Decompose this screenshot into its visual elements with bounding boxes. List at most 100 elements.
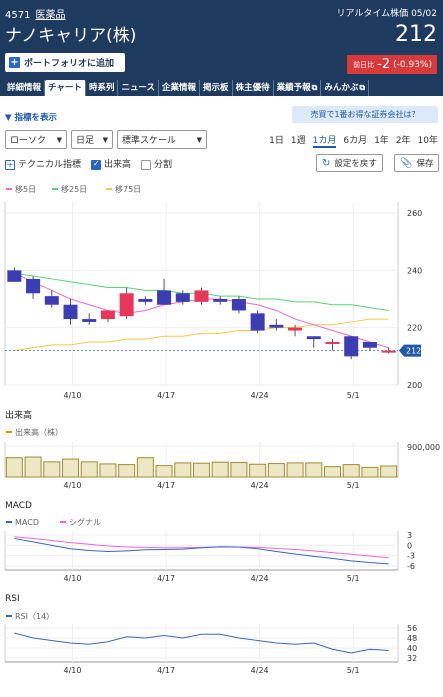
volume-bar bbox=[230, 462, 248, 478]
tab-detail[interactable]: 詳細情報 bbox=[4, 80, 46, 96]
volume-bar bbox=[99, 463, 117, 478]
volume-bar bbox=[155, 465, 173, 478]
reset-settings-button[interactable]: ↻ 設定を戻す bbox=[316, 154, 383, 172]
period-1y[interactable]: 1年 bbox=[374, 136, 389, 146]
price-marker-label: 212 bbox=[406, 347, 421, 356]
stock-charts: 移5日 移25日 移75日 260 240 220 200 212 4/10 4/17 4/24 5/… bbox=[4, 184, 440, 675]
volume-bar bbox=[174, 462, 192, 478]
x-tick-label: 4/17 bbox=[157, 481, 175, 490]
volume-bar bbox=[380, 465, 398, 478]
tab-company[interactable]: 企業情報 bbox=[159, 80, 201, 96]
technical-button[interactable]: +テクニカル指標 bbox=[5, 157, 81, 170]
interval-select[interactable]: 日足 ▼ bbox=[71, 130, 113, 149]
tab-minkabu[interactable]: みんかぶ⧉ bbox=[321, 80, 370, 96]
indicator-toggle[interactable]: ▼ 指標を表示 bbox=[5, 113, 58, 123]
change-badge: 前日比 -2 (-0.93%) bbox=[347, 55, 437, 74]
volume-bar bbox=[24, 456, 42, 478]
x-tick-label: 4/10 bbox=[64, 574, 82, 583]
tab-chart[interactable]: チャート bbox=[45, 80, 86, 96]
legend-item: シグナル bbox=[69, 517, 101, 527]
candle bbox=[325, 342, 340, 344]
volume-bar bbox=[193, 462, 210, 478]
x-tick-label: 4/17 bbox=[157, 391, 175, 400]
external-link-icon: ⧉ bbox=[359, 83, 366, 92]
candle bbox=[306, 336, 321, 340]
legend-item: 移75日 bbox=[115, 184, 141, 194]
plus-icon: + bbox=[5, 159, 15, 170]
volume-bar bbox=[80, 461, 98, 478]
volume-bar bbox=[118, 464, 136, 478]
price-marker bbox=[399, 344, 421, 357]
chevron-down-icon: ▼ bbox=[56, 135, 62, 144]
y-tick-label: 40 bbox=[407, 644, 417, 653]
legend-item: 移5日 bbox=[15, 184, 36, 194]
volume-bar bbox=[267, 463, 285, 478]
y-tick-label: 56 bbox=[407, 624, 417, 633]
candle bbox=[194, 290, 209, 302]
chart-options: +テクニカル指標 出来高 分割 bbox=[5, 157, 172, 170]
candle bbox=[7, 270, 22, 282]
add-portfolio-button[interactable]: + ポートフォリオに追加 bbox=[5, 53, 125, 72]
candle bbox=[26, 278, 41, 294]
volume-checkbox[interactable]: 出来高 bbox=[91, 157, 131, 170]
scale-select[interactable]: 標準スケール ▼ bbox=[117, 130, 207, 149]
macd-title: MACD bbox=[5, 501, 32, 511]
chevron-down-icon: ▼ bbox=[196, 135, 202, 144]
x-tick-label: 4/10 bbox=[64, 481, 82, 490]
legend-item: 出来高（株） bbox=[15, 427, 63, 437]
rsi-line bbox=[14, 632, 389, 654]
paperclip-icon: 📎 bbox=[400, 157, 413, 169]
split-checkbox[interactable]: 分割 bbox=[141, 157, 172, 170]
ma75-line bbox=[14, 318, 389, 352]
chart-type-select[interactable]: ローソク ▼ bbox=[5, 130, 67, 149]
legend-item: 移25日 bbox=[61, 184, 87, 194]
candle bbox=[269, 324, 284, 328]
tab-board[interactable]: 掲示板 bbox=[200, 80, 233, 96]
x-tick-label: 4/17 bbox=[157, 666, 175, 675]
volume-bar bbox=[305, 462, 323, 478]
x-tick-label: 4/24 bbox=[251, 391, 269, 400]
period-1w[interactable]: 1週 bbox=[290, 136, 306, 146]
volume-bar bbox=[211, 461, 229, 478]
volume-title: 出来高 bbox=[5, 409, 32, 421]
candle bbox=[288, 327, 303, 331]
y-tick-label: -6 bbox=[407, 562, 415, 571]
volume-bar bbox=[136, 457, 154, 478]
tab-forecast[interactable]: 業績予報⧉ bbox=[274, 80, 322, 96]
x-tick-label: 5/1 bbox=[347, 574, 360, 583]
period-10y[interactable]: 10年 bbox=[417, 136, 438, 146]
tab-benefits[interactable]: 株主優待 bbox=[233, 80, 274, 96]
period-2y[interactable]: 2年 bbox=[395, 136, 411, 146]
tab-history[interactable]: 時系列 bbox=[86, 80, 119, 96]
candle bbox=[175, 293, 190, 302]
candle bbox=[213, 299, 228, 302]
tab-news[interactable]: ニュース bbox=[118, 80, 160, 96]
x-tick-label: 5/1 bbox=[347, 481, 360, 490]
period-1d[interactable]: 1日 bbox=[269, 136, 284, 146]
legend-item: MACD bbox=[15, 518, 39, 527]
period-1m[interactable]: 1カ月 bbox=[312, 133, 337, 148]
volume-bar bbox=[361, 466, 379, 478]
y-tick-label: 260 bbox=[407, 209, 422, 218]
volume-bar bbox=[324, 466, 341, 478]
save-button[interactable]: 📎 保存 bbox=[394, 154, 440, 172]
rsi-title: RSI bbox=[5, 594, 20, 604]
volume-bar bbox=[286, 462, 304, 478]
candle bbox=[381, 350, 396, 353]
volume-bar bbox=[342, 464, 360, 478]
candle bbox=[82, 319, 97, 322]
y-tick-label: -3 bbox=[407, 552, 415, 561]
broker-ad-banner[interactable]: 売買で1番お得な証券会社は？ bbox=[292, 106, 438, 123]
period-6m[interactable]: 6カ月 bbox=[343, 136, 368, 146]
realtime-label: リアルタイム株価 05/02 bbox=[336, 9, 437, 19]
price-date: 05/02 bbox=[411, 9, 437, 19]
x-tick-label: 5/1 bbox=[347, 391, 360, 400]
volume-bar bbox=[62, 458, 79, 478]
plus-icon: + bbox=[9, 57, 20, 68]
y-tick-label: 240 bbox=[407, 266, 422, 275]
candle bbox=[63, 304, 78, 320]
sector-link[interactable]: 医薬品 bbox=[35, 10, 66, 21]
candle bbox=[250, 313, 265, 331]
y-tick-label: 0 bbox=[407, 541, 412, 550]
header: 4571 医薬品 リアルタイム株価 05/02 ナノキャリア(株) 212 + ポー… bbox=[0, 0, 443, 77]
